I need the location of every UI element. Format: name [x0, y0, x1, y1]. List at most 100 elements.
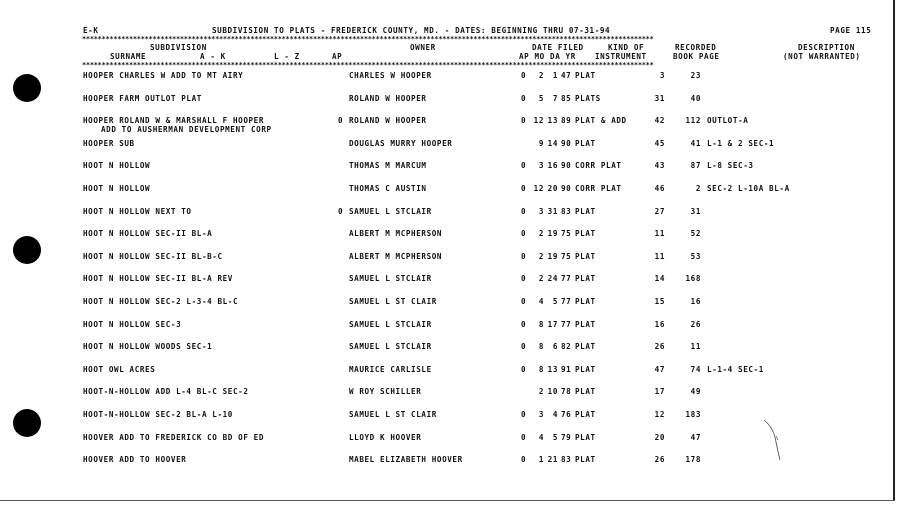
page-number-cell: 23: [690, 71, 701, 80]
book-number: 46: [654, 184, 665, 193]
filed-day: 10: [547, 387, 558, 397]
filed-month: 3: [538, 410, 544, 419]
page-number-cell: 52: [690, 229, 701, 239]
subdivision-name: HOOT N HOLLOW NEXT TO: [83, 206, 192, 216]
punch-hole: [13, 236, 41, 264]
filed-day: 19: [547, 251, 558, 261]
table-row: HOOPER FARM OUTLOT PLAT ROLAND W HOOPER 0 5…: [0, 93, 890, 115]
book-number: 26: [654, 455, 665, 465]
instrument-kind: CORR PLAT: [575, 161, 622, 171]
owner-name: ALBERT M MCPHERSON: [349, 229, 443, 239]
filed-day: 1: [552, 71, 558, 80]
page-number-cell: 2: [695, 184, 701, 193]
subdivision-name: HOOT N HOLLOW: [83, 161, 151, 171]
book-number: 15: [654, 297, 665, 306]
page-number-cell: 112: [685, 116, 701, 126]
col-book-page: BOOK PAGE: [673, 52, 720, 61]
book-number: 3: [659, 71, 665, 80]
filed-month: 12: [533, 116, 544, 126]
ap-code: 0: [521, 71, 527, 80]
filed-month: 4: [538, 297, 544, 306]
filed-month: 4: [538, 432, 544, 442]
instrument-kind: PLAT: [575, 432, 596, 442]
subdivision-name-cont: ADD TO AUSHERMAN DEVELOPMENT CORP: [101, 125, 272, 135]
pen-mark: [763, 419, 781, 461]
book-number: 26: [654, 342, 665, 352]
subdivision-name: HOOPER SUB: [83, 138, 135, 148]
filed-day: 31: [547, 206, 558, 216]
book-number: 27: [654, 206, 665, 216]
filed-day: 6: [552, 342, 558, 352]
page-number-cell: 41: [690, 138, 701, 148]
col-description: DESCRIPTION: [798, 43, 855, 52]
col-recorded: RECORDED: [675, 43, 717, 52]
subdivision-name: HOOPER ROLAND W & MARSHALL F HOOPER: [83, 116, 265, 126]
instrument-kind: PLATS: [575, 93, 601, 103]
filed-day: 19: [547, 229, 558, 239]
col-date-filed: DATE FILED: [532, 43, 584, 52]
table-row: HOOT N HOLLOW SEC-II BL-B-C ALBERT M MCPH…: [0, 251, 890, 273]
filed-day: 13: [547, 364, 558, 374]
instrument-kind: PLAT: [575, 342, 596, 352]
col-ap-mo-da-yr: AP MO DA YR: [519, 52, 576, 61]
table-row: HOOT-N-HOLLOW SEC-2 BL-A L-10 SAMUEL L ST…: [0, 411, 890, 431]
page-number-cell: 49: [690, 387, 701, 397]
ap-code: 0: [521, 410, 527, 419]
instrument-kind: CORR PLAT: [575, 184, 622, 193]
book-number: 20: [654, 432, 665, 442]
book-number: 14: [654, 274, 665, 284]
col-not-warranted: (NOT WARRANTED): [783, 52, 861, 61]
owner-name: DOUGLAS MURRY HOOPER: [349, 138, 453, 148]
subdivision-name: HOOT N HOLLOW WOODS SEC-1: [83, 342, 213, 352]
subdivision-name: HOOT-N-HOLLOW SEC-2 BL-A L-10: [83, 410, 233, 419]
book-number: 45: [654, 138, 665, 148]
filed-day: 14: [547, 138, 558, 148]
table-row: HOOT N HOLLOW SEC-2 L-3-4 BL-C SAMUEL L S…: [0, 298, 890, 318]
page-number-cell: 26: [690, 319, 701, 329]
filed-day: 17: [547, 319, 558, 329]
filed-day: 7: [552, 93, 558, 103]
filed-month: 1: [538, 455, 544, 465]
owner-name: SAMUEL L STCLAIR: [349, 206, 432, 216]
instrument-kind: PLAT & ADD: [575, 116, 627, 126]
ap-code: 0: [521, 274, 527, 284]
filed-year: 77: [561, 319, 572, 329]
ap-code: 0: [521, 319, 527, 329]
table-row: HOOT N HOLLOW SEC-II BL-A ALBERT M MCPHER…: [0, 230, 890, 250]
ap-code: 0: [521, 161, 527, 171]
description: L-8 SEC-3: [707, 161, 754, 171]
book-number: 16: [654, 319, 665, 329]
filed-year: 89: [561, 116, 572, 126]
filed-month: 2: [538, 229, 544, 239]
ap-code: 0: [521, 184, 527, 193]
page-number-cell: 168: [685, 274, 701, 284]
owner-name: SAMUEL L ST CLAIR: [349, 410, 437, 419]
filed-month: 8: [538, 342, 544, 352]
description: SEC-2 L-10A BL-A: [707, 184, 790, 193]
filed-month: 2: [538, 387, 544, 397]
owner-name: SAMUEL L ST CLAIR: [349, 297, 437, 306]
ap-flag: 0: [338, 206, 344, 216]
description: OUTLOT-A: [707, 116, 749, 126]
filed-month: 5: [538, 93, 544, 103]
table-row: HOOT N HOLLOW THOMAS C AUSTIN 0 12 20 90 CORR …: [0, 185, 890, 205]
owner-name: CHARLES W HOOPER: [349, 71, 432, 80]
filed-year: 83: [561, 455, 572, 465]
instrument-kind: PLAT: [575, 410, 596, 419]
filed-month: 8: [538, 319, 544, 329]
subdivision-name: HOOT-N-HOLLOW ADD L-4 BL-C SEC-2: [83, 387, 249, 397]
filed-month: 9: [538, 138, 544, 148]
instrument-kind: PLAT: [575, 387, 596, 397]
page-number-cell: 74: [690, 364, 701, 374]
owner-name: SAMUEL L STCLAIR: [349, 319, 432, 329]
filed-year: 75: [561, 229, 572, 239]
col-l-z: L - Z: [274, 52, 300, 61]
col-subdivision: SUBDIVISION: [150, 43, 207, 52]
filed-year: 77: [561, 297, 572, 306]
col-a-k: A - K: [200, 52, 226, 61]
instrument-kind: PLAT: [575, 251, 596, 261]
book-number: 43: [654, 161, 665, 171]
page-number-cell: 87: [690, 161, 701, 171]
book-number: 42: [654, 116, 665, 126]
owner-name: THOMAS C AUSTIN: [349, 184, 427, 193]
